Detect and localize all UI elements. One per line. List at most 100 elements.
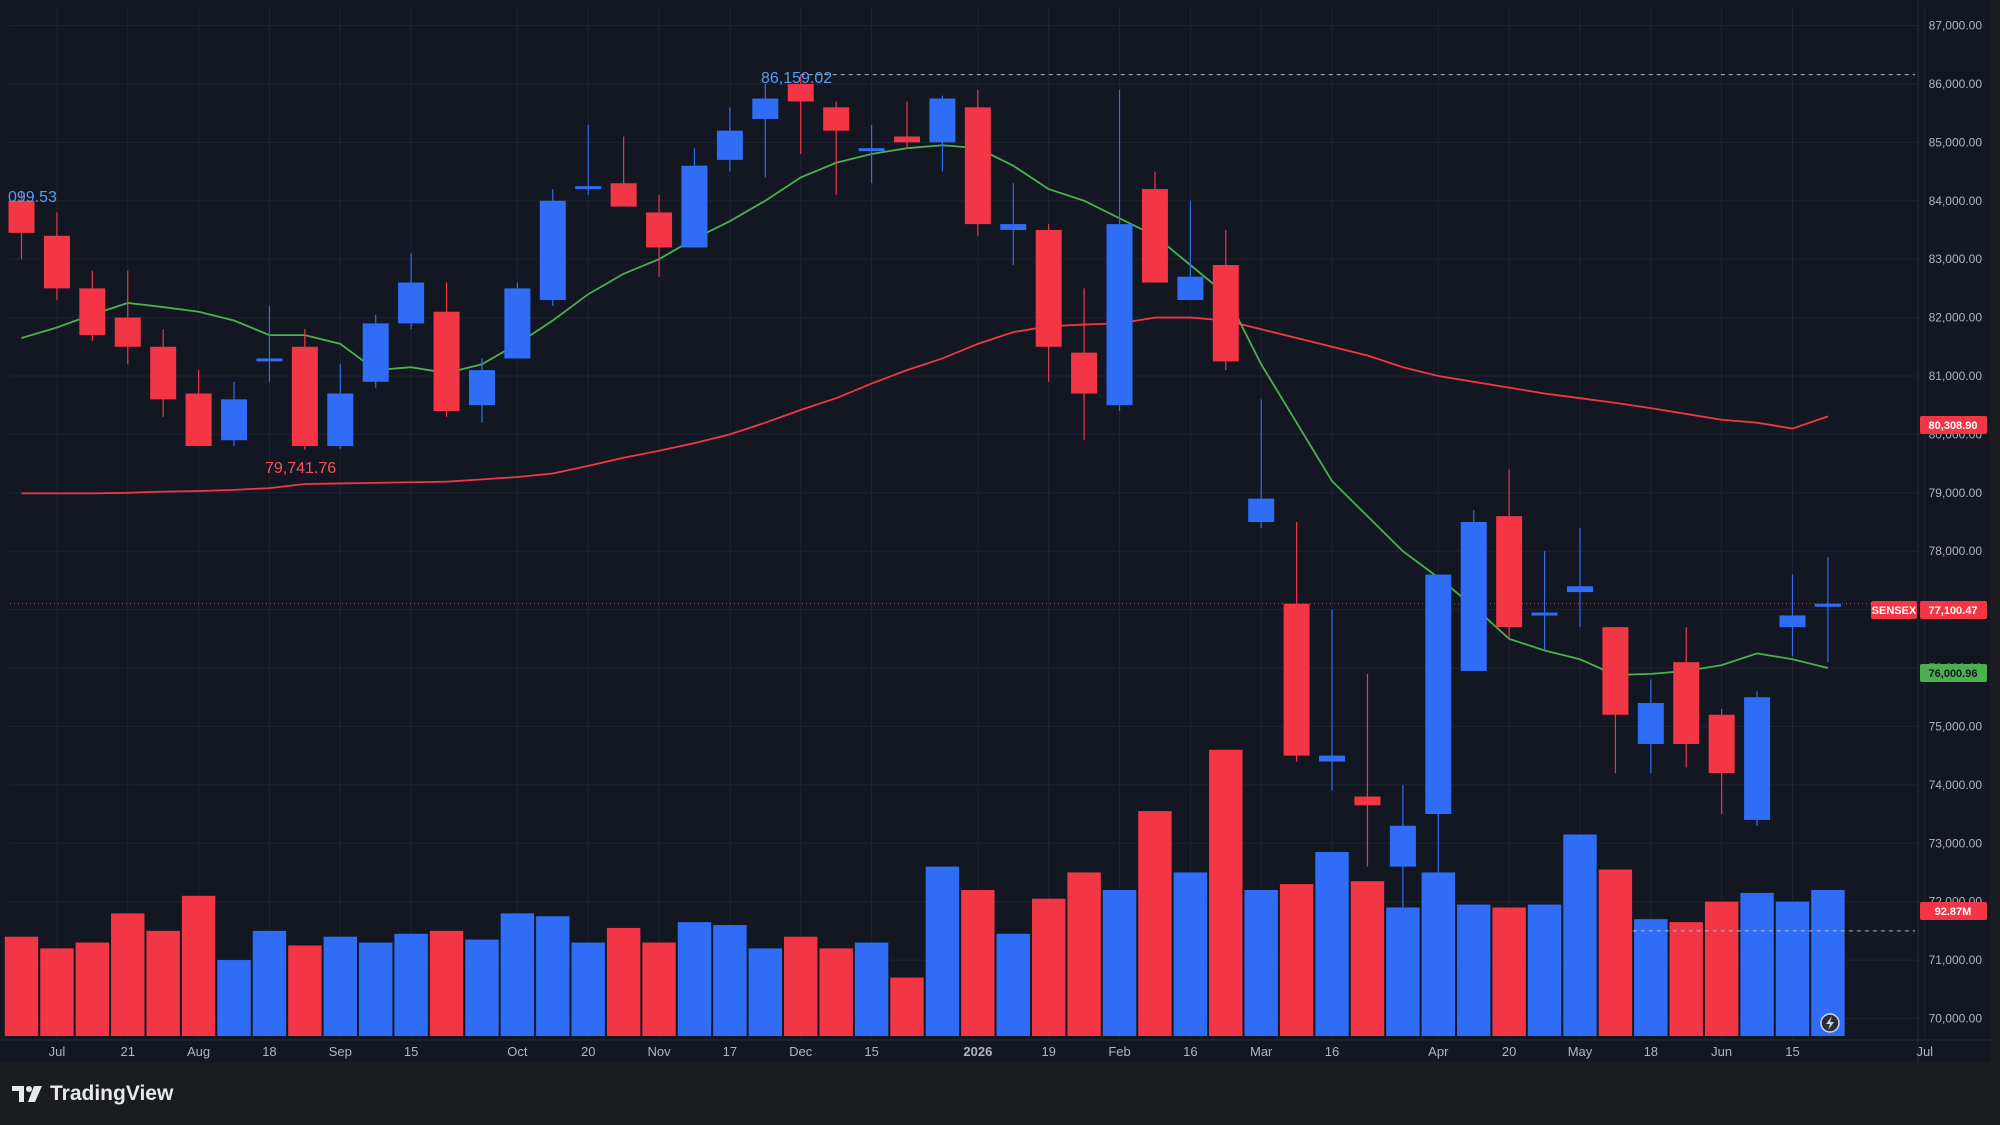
candle [1814,557,1841,663]
candle-body [1496,516,1523,628]
volume-bar [1598,869,1633,1036]
candle-body [185,393,212,447]
volume-bar [1315,852,1349,1036]
x-tick-label: Apr [1428,1044,1449,1059]
y-tick-label: 82,000.00 [1929,311,1983,325]
x-tick-label: 20 [581,1044,595,1059]
x-tick-label: 18 [1644,1044,1658,1059]
candle-body [1708,714,1735,774]
x-tick-label: Jul [49,1044,66,1059]
candle [221,381,248,447]
y-tick-label: 87,000.00 [1929,19,1983,33]
x-tick-label: Dec [789,1044,813,1059]
candle [1708,708,1735,815]
volume-bar [288,945,322,1036]
volume-bar [1563,834,1597,1036]
volume-bar [217,960,251,1036]
candle-body [362,323,389,382]
volume-bar [748,948,783,1036]
volume-bar [571,942,605,1036]
x-tick-label: 20 [1502,1044,1516,1059]
candle [1779,574,1806,657]
candle-body [433,311,460,412]
candle-body [468,370,495,406]
price-chart[interactable]: 70,000.0071,000.0072,000.0073,000.0074,0… [0,0,2000,1068]
ma-long-line [21,316,1829,495]
volume-bar [784,936,818,1036]
volume-bar [854,942,889,1036]
volume-bar [75,942,110,1036]
candle-body [1071,352,1098,394]
high-value-label: 86,159.02 [761,70,832,87]
candle-body [1637,703,1664,744]
volume-bar [1138,811,1172,1036]
candle-body [1212,265,1239,362]
left-value-label: 099.53 [8,189,57,206]
footer: TradingView [0,1068,2000,1125]
time-axis[interactable]: Jul 21 Aug 18 Sep 15 Oct 20 Nov 17 Dec 15 2026 19 Feb 1… [49,1044,1934,1059]
volume-bar [606,927,641,1036]
volume-bar [1067,872,1101,1036]
candle-body [575,186,602,190]
candle-body [291,346,318,447]
candle [1496,469,1523,639]
candle [291,329,318,450]
volume-bar [536,916,570,1036]
y-tick-label: 86,000.00 [1929,77,1983,91]
candle-body [1673,662,1700,744]
volume-bar [146,930,180,1036]
candle [256,305,283,382]
volume-bar [1102,889,1137,1036]
volume-bars [4,749,1845,1036]
candle [114,270,141,365]
tradingview-logo[interactable]: TradingView [12,1082,173,1106]
volume-bar [394,933,428,1036]
ma-short-badge-bg [1920,664,1987,682]
ma-long-badge: 80,308.90 [1929,420,1978,432]
candle [575,124,602,195]
volume-bar [40,948,74,1036]
x-tick-label: Jun [1711,1044,1732,1059]
volume-bar [1775,901,1810,1036]
candle-body [256,358,283,362]
candle-body [150,346,177,400]
candle [43,212,70,301]
y-tick-label: 73,000.00 [1929,836,1983,850]
volume-bar [890,977,924,1036]
candle-body [1425,574,1452,815]
candle-body [929,98,956,143]
volume-bar [925,866,960,1036]
last-price-badge: 77,100.47 [1929,605,1978,617]
candle [1566,527,1593,628]
volume-bar [4,936,39,1036]
y-tick-label: 84,000.00 [1929,194,1983,208]
candle [1531,551,1558,651]
volume-bar [358,942,393,1036]
x-tick-label: Mar [1250,1044,1273,1059]
volume-bar [677,922,712,1036]
y-tick-label: 71,000.00 [1929,953,1983,967]
candle-body [504,288,531,359]
candle-body [221,399,248,441]
symbol-tag-bg [1871,601,1917,619]
candle-body [1531,612,1558,616]
volume-bar [642,942,676,1036]
candle [894,101,920,149]
candle [752,83,779,178]
candle-body [894,136,920,143]
volume-bar [1704,901,1739,1036]
candle-body [114,317,141,347]
candle [1283,522,1310,762]
candle-body [539,200,566,301]
candle-body [1000,224,1027,230]
volume-bar [1350,881,1385,1036]
brand-name: TradingView [50,1082,174,1105]
candle [398,253,425,330]
candle-body [398,282,425,324]
y-tick-label: 78,000.00 [1929,544,1983,558]
candle-body [1106,224,1133,406]
candle-body [858,148,885,152]
candle-body [752,98,779,119]
volume-bar [1811,889,1845,1036]
candle [1673,627,1700,768]
